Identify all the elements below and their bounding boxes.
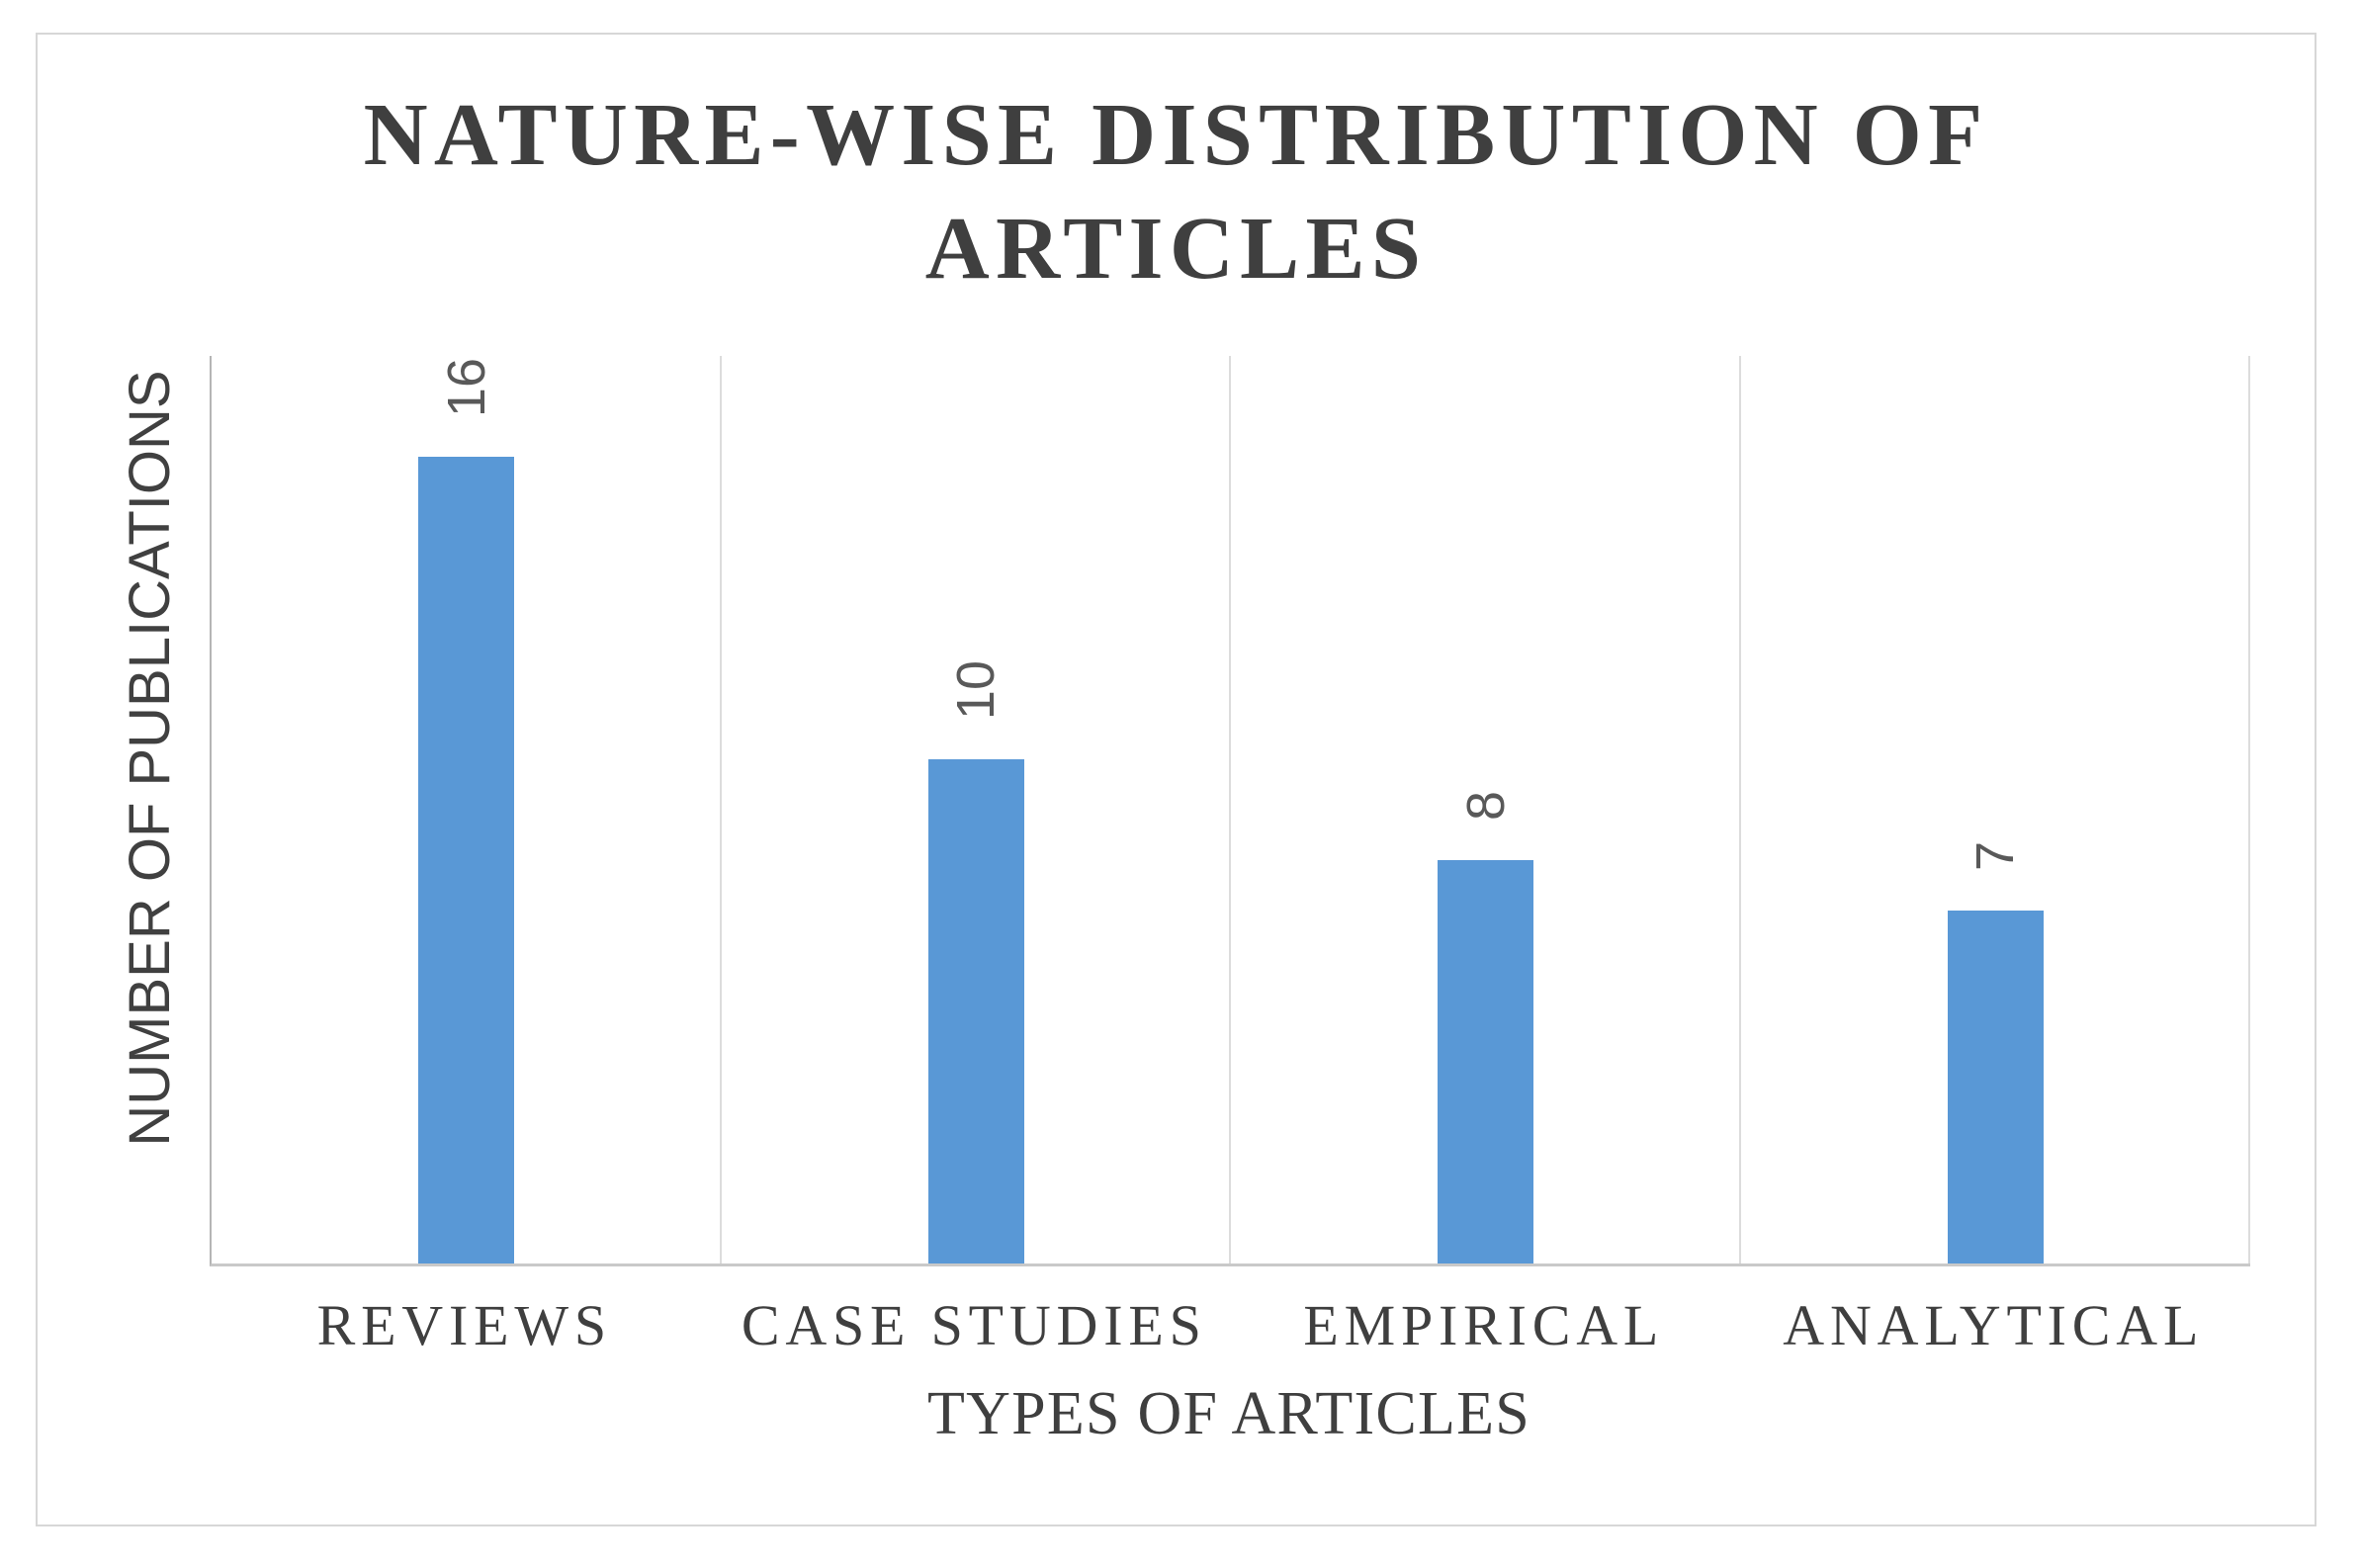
bar-value-label-case-studies: 10 (946, 659, 1006, 720)
bar-analytical (1947, 911, 2044, 1263)
chart-title-line-1: NATURE-WISE DISTRIBUTION OF (363, 86, 1989, 184)
chart-title-line-2: ARTICLES (924, 200, 1428, 299)
bar-empirical (1438, 860, 1534, 1263)
bar-case-studies (927, 759, 1024, 1263)
category-label-empirical: EMPIRICAL (1303, 1293, 1665, 1357)
bar-value-label-analytical: 7 (1966, 840, 2026, 871)
bar-value-label-reviews: 16 (436, 357, 496, 417)
plot-area: 16 10 8 7 (210, 356, 2250, 1266)
bar-reviews (418, 457, 515, 1263)
chart-frame: NATURE-WISE DISTRIBUTION OF ARTICLES NUM… (36, 33, 2316, 1526)
x-axis-category-labels: REVIEWS CASE STUDIES EMPIRICAL ANALYTICAL (210, 1292, 2248, 1358)
chart-title: NATURE-WISE DISTRIBUTION OF ARTICLES (38, 78, 2315, 305)
category-separator-gridline (1229, 356, 1231, 1263)
category-separator-gridline (719, 356, 722, 1263)
category-label-case-studies: CASE STUDIES (741, 1293, 1207, 1357)
category-separator-gridline (2248, 356, 2250, 1263)
category-label-analytical: ANALYTICAL (1783, 1293, 2205, 1357)
category-label-reviews: REVIEWS (316, 1293, 612, 1357)
category-separator-gridline (1738, 356, 1741, 1263)
x-axis-title: TYPES OF ARTICLES (927, 1380, 1530, 1447)
y-axis-title: NUMBER OF PUBLICATIONS (118, 370, 182, 1147)
bar-value-label-empirical: 8 (1455, 790, 1516, 821)
